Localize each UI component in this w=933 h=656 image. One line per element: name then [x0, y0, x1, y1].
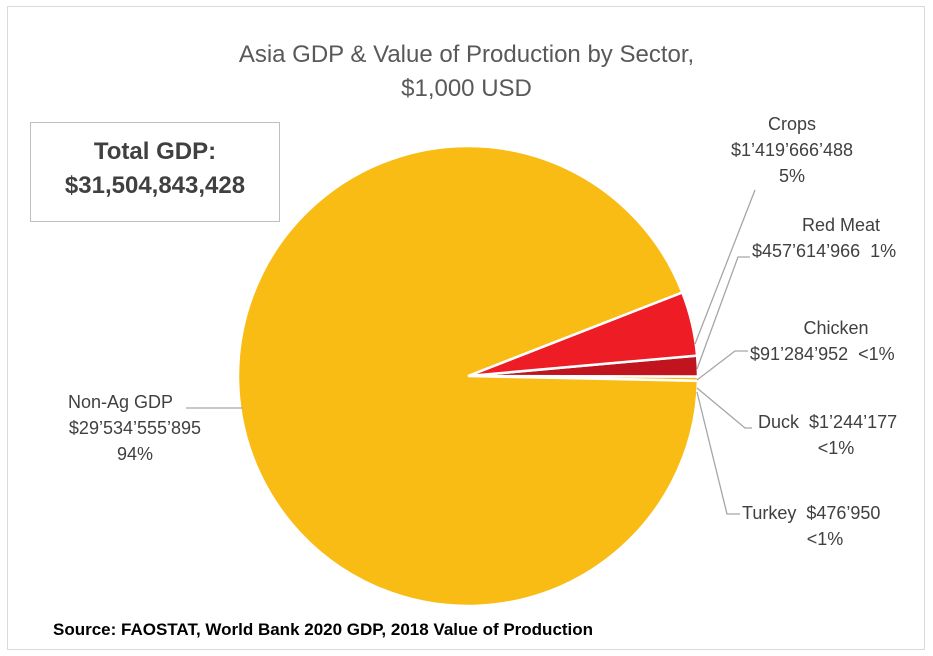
total-gdp-value: $31,504,843,428 [64, 172, 246, 199]
slice-pct-non-ag-gdp: 94% [116, 444, 154, 464]
slice-pct-crops: 5% [778, 166, 805, 186]
data-label-red-meat: Red Meat $457’614’966 1% [752, 212, 930, 264]
total-gdp-label: Total GDP: [93, 138, 217, 165]
slice-value-red-meat: $457’614’966 [752, 241, 861, 261]
slice-value-crops: $1’419’666’488 [730, 140, 854, 160]
slice-value-turkey: $476’950 [806, 503, 881, 523]
data-label-turkey: Turkey $476’950 <1% [742, 500, 908, 552]
chart-title-block: Asia GDP & Value of Production by Sector… [0, 38, 933, 106]
data-label-non-ag-gdp: Non-Ag GDP $29’534’555’895 94% [48, 389, 222, 467]
leader-line-chicken [696, 350, 748, 381]
leader-line-duck [696, 387, 752, 429]
data-label-chicken: Chicken $91’284’952 <1% [750, 315, 922, 367]
slice-name-non-ag-gdp: Non-Ag GDP [68, 392, 174, 412]
data-label-duck: Duck $1’244’177 <1% [758, 409, 914, 461]
pie-slice-non-ag-gdp [236, 144, 700, 608]
source-note: Source: FAOSTAT, World Bank 2020 GDP, 20… [53, 620, 594, 639]
slice-pct-turkey: <1% [806, 529, 844, 549]
slice-name-duck: Duck [758, 412, 800, 432]
slice-pct-duck: <1% [817, 438, 855, 458]
slice-value-chicken: $91’284’952 [750, 344, 849, 364]
leader-line-crops [694, 189, 756, 345]
total-gdp-box: Total GDP: $31,504,843,428 [30, 122, 280, 222]
slice-name-red-meat: Red Meat [801, 215, 881, 235]
slice-name-turkey: Turkey [742, 503, 797, 523]
slice-name-crops: Crops [767, 114, 816, 134]
slice-name-chicken: Chicken [803, 318, 869, 338]
leader-line-turkey [696, 391, 740, 515]
data-label-crops: Crops $1’419’666’488 5% [712, 111, 872, 189]
slice-value-non-ag-gdp: $29’534’555’895 [68, 418, 202, 438]
slice-value-duck: $1’244’177 [809, 412, 898, 432]
chart-subtitle: $1,000 USD [401, 75, 532, 102]
slice-pct-chicken: <1% [858, 344, 895, 364]
leader-line-red-meat [696, 256, 750, 370]
slice-pct-red-meat: 1% [870, 241, 897, 261]
chart-title: Asia GDP & Value of Production by Sector… [238, 41, 695, 68]
